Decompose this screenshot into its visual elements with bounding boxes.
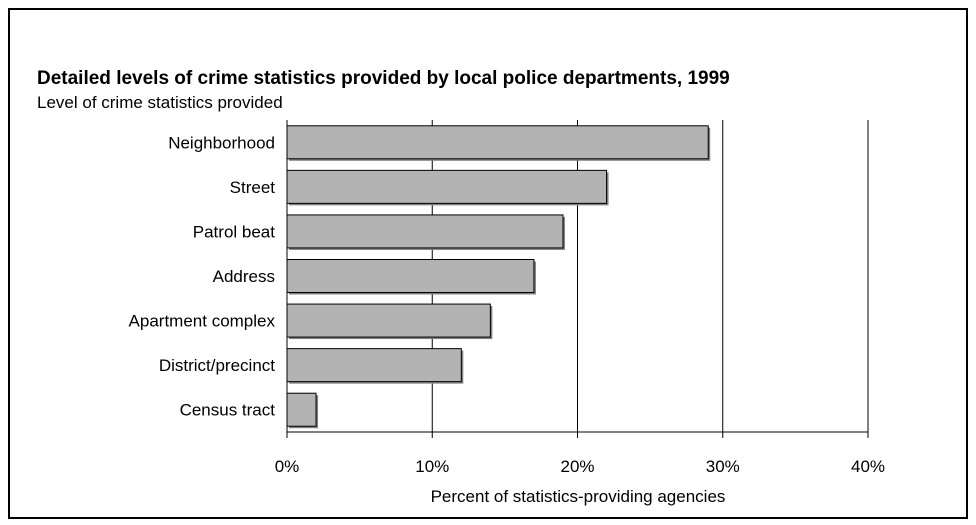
x-axis-label: Percent of statistics-providing agencies — [431, 487, 726, 506]
bar — [286, 169, 608, 204]
category-label: District/precinct — [159, 356, 275, 375]
y-axis-label: Level of crime statistics provided — [37, 93, 283, 112]
bar — [286, 303, 491, 338]
plot-area: 0% 10% 20% 30% 40% Neighborhood Street Patrol b… — [129, 120, 885, 476]
category-label: Address — [213, 267, 275, 286]
bar — [286, 214, 564, 249]
bar — [286, 348, 462, 383]
x-tick-label: 0% — [275, 457, 300, 476]
x-tick-label: 30% — [706, 457, 740, 476]
x-tick-label: 10% — [415, 457, 449, 476]
category-label: Patrol beat — [193, 222, 275, 241]
bar — [286, 259, 535, 293]
category-label: Neighborhood — [168, 133, 275, 152]
x-tick-label: 20% — [560, 457, 594, 476]
bar — [286, 125, 709, 160]
x-tick-label: 40% — [851, 457, 885, 476]
chart-title: Detailed levels of crime statistics prov… — [37, 68, 730, 89]
category-label: Apartment complex — [129, 312, 276, 331]
bar — [286, 392, 317, 427]
category-label: Street — [230, 178, 276, 197]
category-label: Census tract — [180, 401, 276, 420]
